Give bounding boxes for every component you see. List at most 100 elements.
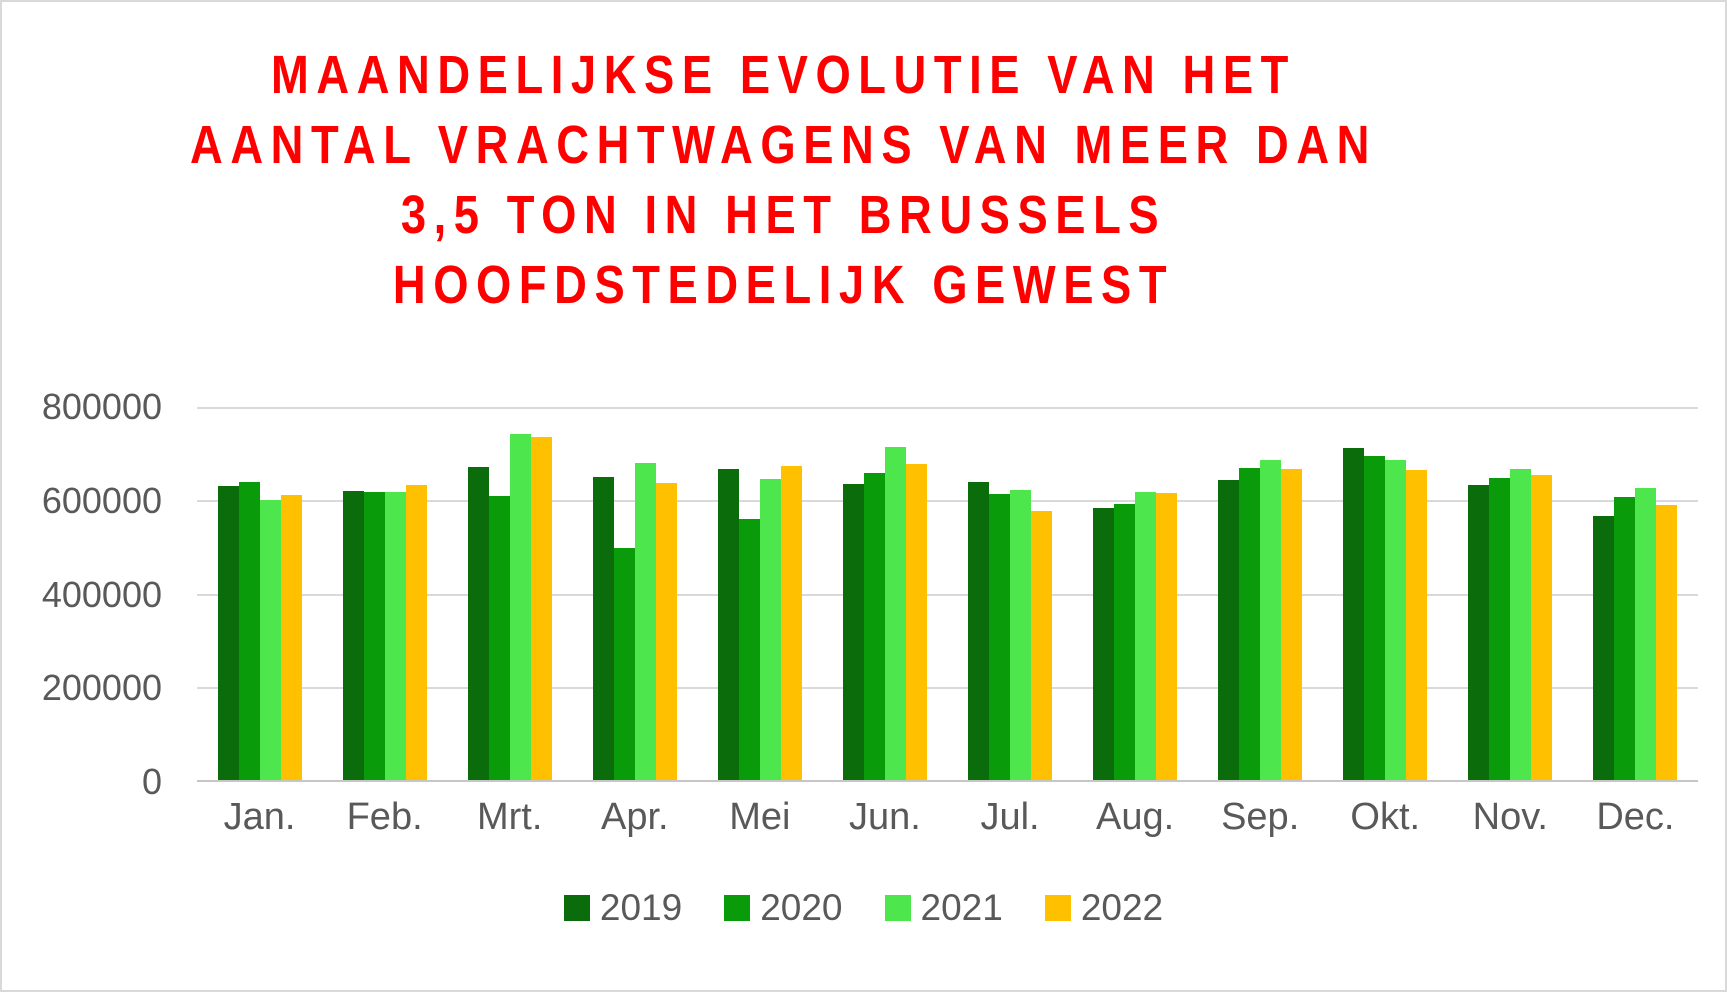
bar-2020-dec: [1614, 497, 1636, 780]
bar-2019-feb: [342, 490, 364, 780]
bar-2021-jul: [1010, 489, 1031, 780]
bar-2022-jan: [280, 494, 302, 780]
x-axis-label: Feb.: [346, 796, 423, 838]
y-tick-label: 400000: [41, 573, 162, 615]
legend-label: 2019: [599, 887, 683, 928]
bar-group-jul: [947, 407, 1072, 780]
bar-2021-apr: [634, 463, 656, 780]
legend-item-2021: 2021: [884, 887, 1003, 929]
bar-2020-mei: [738, 518, 760, 780]
y-tick-label: 800000: [41, 386, 162, 427]
x-axis-label: Nov.: [1472, 796, 1548, 838]
legend-swatch-icon: [884, 895, 911, 921]
bar-group-jun: [822, 407, 947, 780]
bar-2020-jul: [989, 494, 1010, 780]
legend-label: 2021: [920, 887, 1003, 928]
bar-2022-jul: [1031, 510, 1052, 780]
x-axis-label: Mei: [729, 796, 791, 838]
bar-2020-jan: [238, 481, 260, 780]
legend-swatch-icon: [563, 895, 590, 921]
gridline: [197, 593, 1698, 596]
chart-title-line: MAANDELIJKSE EVOLUTIE VAN HET: [271, 45, 1296, 105]
bar-2022-okt: [1406, 469, 1428, 780]
bar-2019-jan: [217, 485, 239, 780]
legend-swatch-icon: [724, 895, 751, 921]
bar-group-apr: [572, 407, 697, 780]
bar-2019-mei: [717, 468, 739, 780]
bar-2019-nov: [1468, 485, 1490, 780]
bar-group-nov: [1448, 407, 1573, 780]
x-axis-label: Jan.: [223, 796, 296, 838]
legend: 2019 2020 2021 2022: [2, 887, 1725, 929]
chart-title-line: AANTAL VRACHTWAGENS VAN MEER DAN: [190, 115, 1377, 175]
bar-2022-dec: [1656, 504, 1678, 780]
bar-group-feb: [322, 407, 447, 780]
bar-group-mrt: [447, 407, 572, 780]
bar-group-mei: [697, 407, 822, 780]
y-axis: 800000 600000 400000 200000 0: [2, 386, 170, 802]
bar-2021-jan: [259, 500, 281, 780]
bar-2021-mrt: [509, 434, 531, 780]
chart-title-line: 3,5 TON IN HET BRUSSELS: [400, 185, 1167, 245]
bar-2021-nov: [1510, 469, 1532, 780]
bar-2019-dec: [1593, 515, 1615, 780]
x-axis-label: Sep.: [1221, 796, 1300, 838]
bar-2021-jun: [884, 446, 906, 780]
bar-2019-jun: [842, 483, 864, 780]
chart-title-line: HOOFDSTEDELIJK GEWEST: [392, 255, 1175, 315]
bar-group-sep: [1198, 407, 1323, 780]
bar-2022-nov: [1531, 474, 1553, 780]
gridline: [197, 686, 1698, 689]
bar-2020-feb: [363, 492, 385, 780]
bar-2021-feb: [384, 491, 406, 780]
bar-2022-jun: [905, 463, 927, 780]
bar-2021-sep: [1260, 459, 1282, 780]
bar-2020-nov: [1489, 477, 1511, 780]
bar-2021-dec: [1635, 488, 1657, 780]
bar-2022-sep: [1281, 468, 1303, 780]
bar-2021-okt: [1385, 460, 1407, 780]
gridline: [197, 500, 1698, 503]
x-axis-label: Jul.: [980, 796, 1040, 838]
gridline: [197, 407, 1698, 409]
bar-2019-apr: [592, 476, 614, 780]
bar-2021-aug: [1135, 491, 1157, 780]
x-axis: Jan. Feb. Mrt. Apr. Mei Jun. Jul. Aug. Sep. Okt. N…: [197, 796, 1698, 839]
legend-label: 2022: [1080, 887, 1164, 928]
x-axis-label: Dec.: [1596, 796, 1675, 838]
legend-item-2022: 2022: [1044, 887, 1164, 929]
bar-2020-okt: [1364, 455, 1386, 780]
bar-2022-aug: [1156, 493, 1178, 780]
bar-2022-mrt: [530, 436, 552, 780]
y-tick-label: 0: [141, 761, 162, 802]
bar-group-aug: [1073, 407, 1198, 780]
bar-2020-mrt: [488, 495, 510, 780]
bar-2022-mei: [780, 465, 802, 780]
bar-2021-mei: [759, 478, 781, 780]
bar-2020-sep: [1239, 467, 1261, 780]
legend-label: 2020: [760, 887, 843, 928]
legend-swatch-icon: [1044, 895, 1071, 921]
bar-2019-mrt: [467, 466, 489, 780]
x-axis-label: Apr.: [600, 796, 669, 838]
chart-body: 800000 600000 400000 200000 0: [2, 386, 1725, 802]
bar-group-dec: [1573, 407, 1698, 780]
bar-2022-feb: [405, 485, 427, 780]
bars-layer: [197, 407, 1698, 780]
plot-wrap: [197, 407, 1698, 782]
bar-group-okt: [1323, 407, 1448, 780]
bar-2019-jul: [968, 481, 989, 780]
chart-title: MAANDELIJKSE EVOLUTIE VAN HET AANTAL VRAC…: [2, 40, 1565, 320]
legend-item-2020: 2020: [724, 887, 843, 929]
bar-group-jan: [197, 407, 322, 780]
legend-item-2019: 2019: [563, 887, 683, 929]
x-axis-label: Okt.: [1350, 796, 1421, 838]
x-axis-label: Jun.: [849, 796, 921, 838]
plot-area: [197, 407, 1698, 782]
x-axis-label: Mrt.: [476, 796, 543, 838]
x-axis-label: Aug.: [1096, 796, 1175, 838]
bar-2020-aug: [1114, 503, 1136, 780]
bar-2020-jun: [863, 472, 885, 780]
bar-2019-aug: [1093, 508, 1115, 780]
